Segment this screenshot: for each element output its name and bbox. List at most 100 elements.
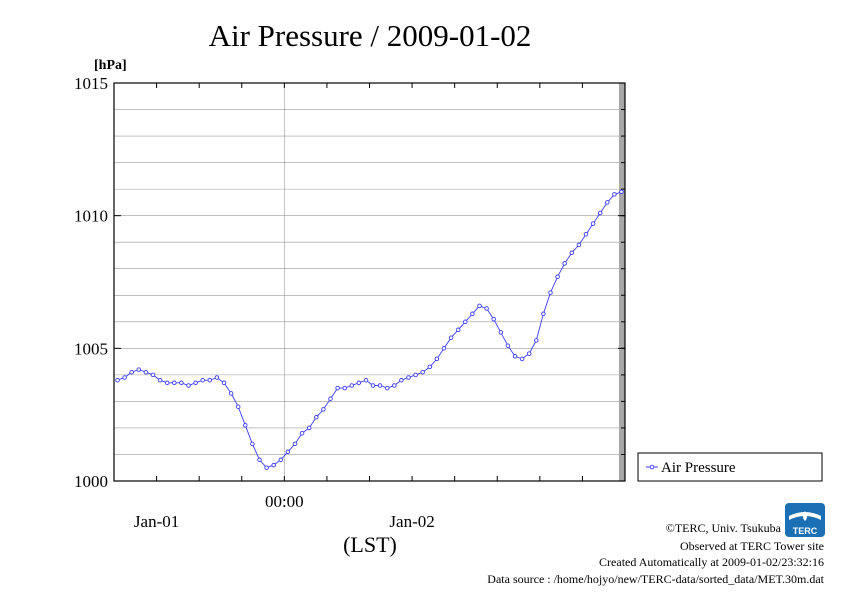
data-point xyxy=(363,377,369,383)
data-point xyxy=(349,383,355,388)
data-point xyxy=(548,290,553,295)
data-point xyxy=(562,261,567,266)
data-point xyxy=(143,369,149,375)
series-air-pressure xyxy=(115,189,624,470)
data-point xyxy=(164,380,170,386)
data-point xyxy=(420,369,425,375)
grid-lines xyxy=(114,83,625,481)
data-point xyxy=(214,375,220,380)
credit-observed: Observed at TERC Tower site xyxy=(680,539,824,553)
y-axis-unit-label: [hPa] xyxy=(94,58,127,73)
data-point xyxy=(221,380,227,386)
data-point xyxy=(590,221,596,226)
data-point xyxy=(186,383,191,388)
terc-logo: TERC xyxy=(785,503,825,537)
data-point xyxy=(455,327,461,333)
data-point xyxy=(193,380,198,386)
data-point xyxy=(384,385,390,391)
y-tick-label: 1000 xyxy=(74,472,108,491)
logo-drop-icon xyxy=(803,511,807,521)
tick-labels: 1000 1005 1010 1015 00:00 Jan-01 Jan-02 xyxy=(74,74,435,531)
data-point xyxy=(115,377,120,383)
data-point xyxy=(477,303,482,309)
data-point xyxy=(257,457,262,463)
data-point xyxy=(314,415,319,420)
x-axis-label: (LST) xyxy=(343,532,397,557)
data-point xyxy=(136,367,142,372)
data-point xyxy=(484,306,489,311)
x-tick-label: Jan-01 xyxy=(134,512,179,531)
data-point xyxy=(448,335,454,340)
data-point xyxy=(370,383,376,388)
legend-box xyxy=(637,452,823,482)
plot-right-band xyxy=(619,83,625,481)
data-point xyxy=(129,369,134,375)
data-point xyxy=(328,396,333,401)
credit-created: Created Automatically at 2009-01-02/23:3… xyxy=(599,555,824,569)
data-point xyxy=(342,385,347,391)
legend-marker-swatch xyxy=(649,464,655,470)
data-point xyxy=(519,356,525,362)
data-point xyxy=(235,404,241,409)
data-point xyxy=(271,462,276,468)
data-point xyxy=(200,377,205,383)
data-point xyxy=(335,385,340,391)
data-point xyxy=(470,311,475,317)
data-point xyxy=(172,380,177,386)
y-tick-label: 1015 xyxy=(74,74,108,93)
data-point xyxy=(597,210,603,216)
data-point xyxy=(406,375,411,380)
data-point xyxy=(207,377,213,383)
data-point xyxy=(583,231,589,237)
data-point xyxy=(250,441,255,447)
y-tick-label: 1010 xyxy=(74,207,108,226)
data-point xyxy=(179,380,184,386)
data-point xyxy=(399,377,404,383)
data-point xyxy=(569,250,575,256)
data-point xyxy=(427,364,433,370)
credit-source: Data source : /home/hojyo/new/TERC-data/… xyxy=(487,572,824,586)
plot-frame xyxy=(113,82,626,482)
data-point xyxy=(264,465,269,470)
data-point xyxy=(150,372,156,378)
x-tick-label: 00:00 xyxy=(265,492,304,511)
series-line xyxy=(117,191,622,469)
data-point xyxy=(356,380,362,386)
data-point xyxy=(555,274,560,279)
axes xyxy=(113,82,626,482)
data-point xyxy=(605,200,610,205)
data-point xyxy=(413,372,418,378)
data-point xyxy=(434,356,440,362)
data-point xyxy=(299,430,305,436)
data-point xyxy=(534,338,539,343)
data-point xyxy=(498,330,504,335)
data-point xyxy=(512,354,518,359)
data-point xyxy=(491,316,496,322)
data-point xyxy=(278,457,284,463)
y-tick-label: 1005 xyxy=(74,339,108,358)
data-point xyxy=(306,425,312,431)
data-point xyxy=(541,311,546,317)
data-point xyxy=(619,189,624,195)
legend: Air Pressure xyxy=(637,452,823,482)
data-point xyxy=(122,375,127,380)
data-point xyxy=(321,407,326,412)
data-point xyxy=(505,343,511,348)
data-point xyxy=(228,391,234,396)
data-point xyxy=(463,319,468,325)
credit-copyright: ©TERC, Univ. Tsukuba xyxy=(666,521,782,535)
data-point xyxy=(392,383,397,388)
legend-entry-air-pressure: Air Pressure xyxy=(661,460,736,476)
data-point xyxy=(292,441,298,447)
data-point xyxy=(612,192,617,197)
data-point xyxy=(243,423,248,428)
data-point xyxy=(285,449,291,455)
data-point xyxy=(441,346,447,351)
data-point xyxy=(377,383,383,388)
data-point xyxy=(157,377,163,383)
logo-text: TERC xyxy=(793,526,818,536)
data-point xyxy=(576,242,582,248)
x-tick-label: Jan-02 xyxy=(389,512,434,531)
data-point xyxy=(526,351,532,356)
